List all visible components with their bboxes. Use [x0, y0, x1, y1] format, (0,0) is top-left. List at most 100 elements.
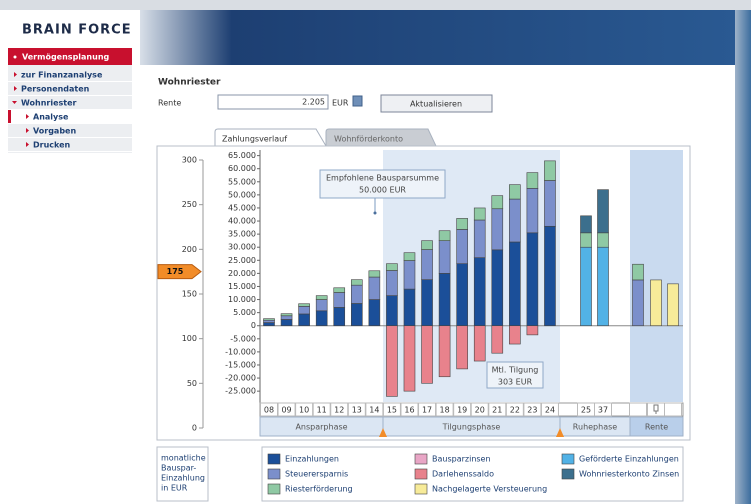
category-cell: [277, 402, 296, 417]
legend-swatch: [561, 468, 575, 480]
category-cell: [629, 402, 647, 417]
nav-item[interactable]: [8, 138, 132, 151]
bar-segment: [438, 273, 451, 327]
tab-active[interactable]: [214, 128, 327, 147]
nav-label: Wohnriester: [21, 99, 77, 108]
bar-segment: [438, 325, 451, 378]
x-tick-label: 23: [527, 406, 537, 415]
bar-segment: [333, 287, 346, 293]
bar-segment: [544, 180, 556, 227]
category-cell: [400, 402, 419, 417]
slider-tick-label: 100: [182, 334, 197, 343]
x-tick-label: 11: [317, 406, 327, 415]
nav-item[interactable]: [8, 110, 132, 123]
bar-segment: [421, 279, 433, 327]
category-cell: [382, 402, 401, 417]
bar-segment: [403, 252, 416, 261]
bar-segment: [473, 219, 486, 258]
slider-tick-label: 250: [182, 200, 197, 209]
x-tick-label: 09: [281, 406, 291, 415]
annotation-box: [486, 361, 544, 389]
bar-segment: [526, 188, 539, 234]
y-tick-label: -15.000: [225, 360, 256, 369]
legend-swatch: [414, 483, 428, 495]
nav-item[interactable]: [8, 96, 132, 109]
slider-handle[interactable]: [157, 264, 202, 280]
y-tick-label: -20.000: [225, 374, 256, 383]
nav-arrow: [14, 86, 17, 91]
slider-tick-label: 150: [182, 290, 197, 299]
x-tick-label: 14: [369, 406, 379, 415]
header-image: [140, 10, 751, 65]
legend-label: Geförderte Einzahlungen: [579, 455, 679, 464]
form-title: Wohnriester: [158, 78, 221, 88]
x-tick-label: 15: [387, 406, 397, 415]
bar-segment: [333, 292, 346, 308]
legend-label: Riesterförderung: [285, 485, 353, 494]
tab-label: Zahlungsverlauf: [222, 135, 287, 144]
calc-icon[interactable]: [352, 95, 363, 107]
nav-label: zur Finanzanalyse: [21, 71, 103, 80]
bar-segment: [368, 270, 381, 278]
bar-segment: [491, 325, 504, 354]
y-tick-label: 10.000: [228, 295, 256, 304]
category-cell: [505, 402, 524, 417]
bar-segment: [315, 299, 328, 312]
phase-marker: [379, 428, 387, 437]
bar-segment: [509, 184, 521, 200]
bar-segment: [386, 295, 398, 327]
bar-segment: [368, 276, 381, 300]
bar-segment: [421, 325, 433, 384]
y-tick-label: 25.000: [228, 256, 256, 265]
nav-arrow: [12, 101, 17, 104]
category-cell: [453, 402, 472, 417]
category-cell: [488, 402, 507, 417]
x-tick-label: 08: [264, 406, 274, 415]
bar-segment: [509, 198, 521, 243]
bar-segment: [438, 230, 451, 241]
bar-segment: [491, 249, 504, 327]
bar-segment: [456, 218, 468, 230]
update-button[interactable]: [380, 94, 493, 113]
y-tick-label: -25.000: [225, 387, 256, 396]
category-cell: [312, 402, 331, 417]
bar-segment: [333, 307, 346, 327]
bar-segment: [298, 313, 310, 327]
bar-segment: [491, 208, 504, 251]
x-tick-label: 25: [581, 406, 591, 415]
nav-item[interactable]: [8, 82, 132, 95]
bar-segment: [526, 172, 539, 189]
bar-segment: [456, 229, 468, 265]
category-cell: [418, 402, 437, 417]
slider-tick-label: 200: [182, 245, 197, 254]
bar-segment: [667, 283, 679, 327]
bar-segment: [526, 232, 539, 327]
bar-segment: [280, 319, 293, 327]
annotation-text: Mtl. Tilgung: [492, 366, 539, 375]
nav-item[interactable]: [8, 68, 132, 81]
side-strip: [735, 10, 751, 504]
annotation-box: [319, 169, 446, 199]
annotation-text: Empfohlene Bausparsumme: [326, 174, 439, 183]
nav-item[interactable]: [8, 124, 132, 137]
x-tick-label: 10: [299, 406, 309, 415]
y-tick-label: 60.000: [228, 164, 256, 173]
y-tick-label: 35.000: [228, 230, 256, 239]
legend-label: Bausparzinsen: [432, 455, 491, 464]
slider-label: Einzahlung: [161, 474, 205, 483]
slider-value: 175: [167, 267, 184, 276]
bar-segment: [263, 318, 275, 321]
nav-header: [8, 48, 132, 65]
nav-arrow: [14, 72, 17, 77]
bar-segment: [315, 310, 328, 327]
tab-inactive[interactable]: [325, 128, 437, 147]
top-strip: [0, 0, 751, 10]
bar-segment: [403, 260, 416, 290]
rente-input[interactable]: [217, 94, 329, 110]
legend-swatch: [267, 453, 281, 465]
nav-title: Vermögensplanung: [22, 53, 110, 62]
bar-segment: [580, 215, 592, 234]
legend-label: Nachgelagerte Versteuerung: [432, 485, 547, 494]
bar-segment: [544, 160, 556, 181]
